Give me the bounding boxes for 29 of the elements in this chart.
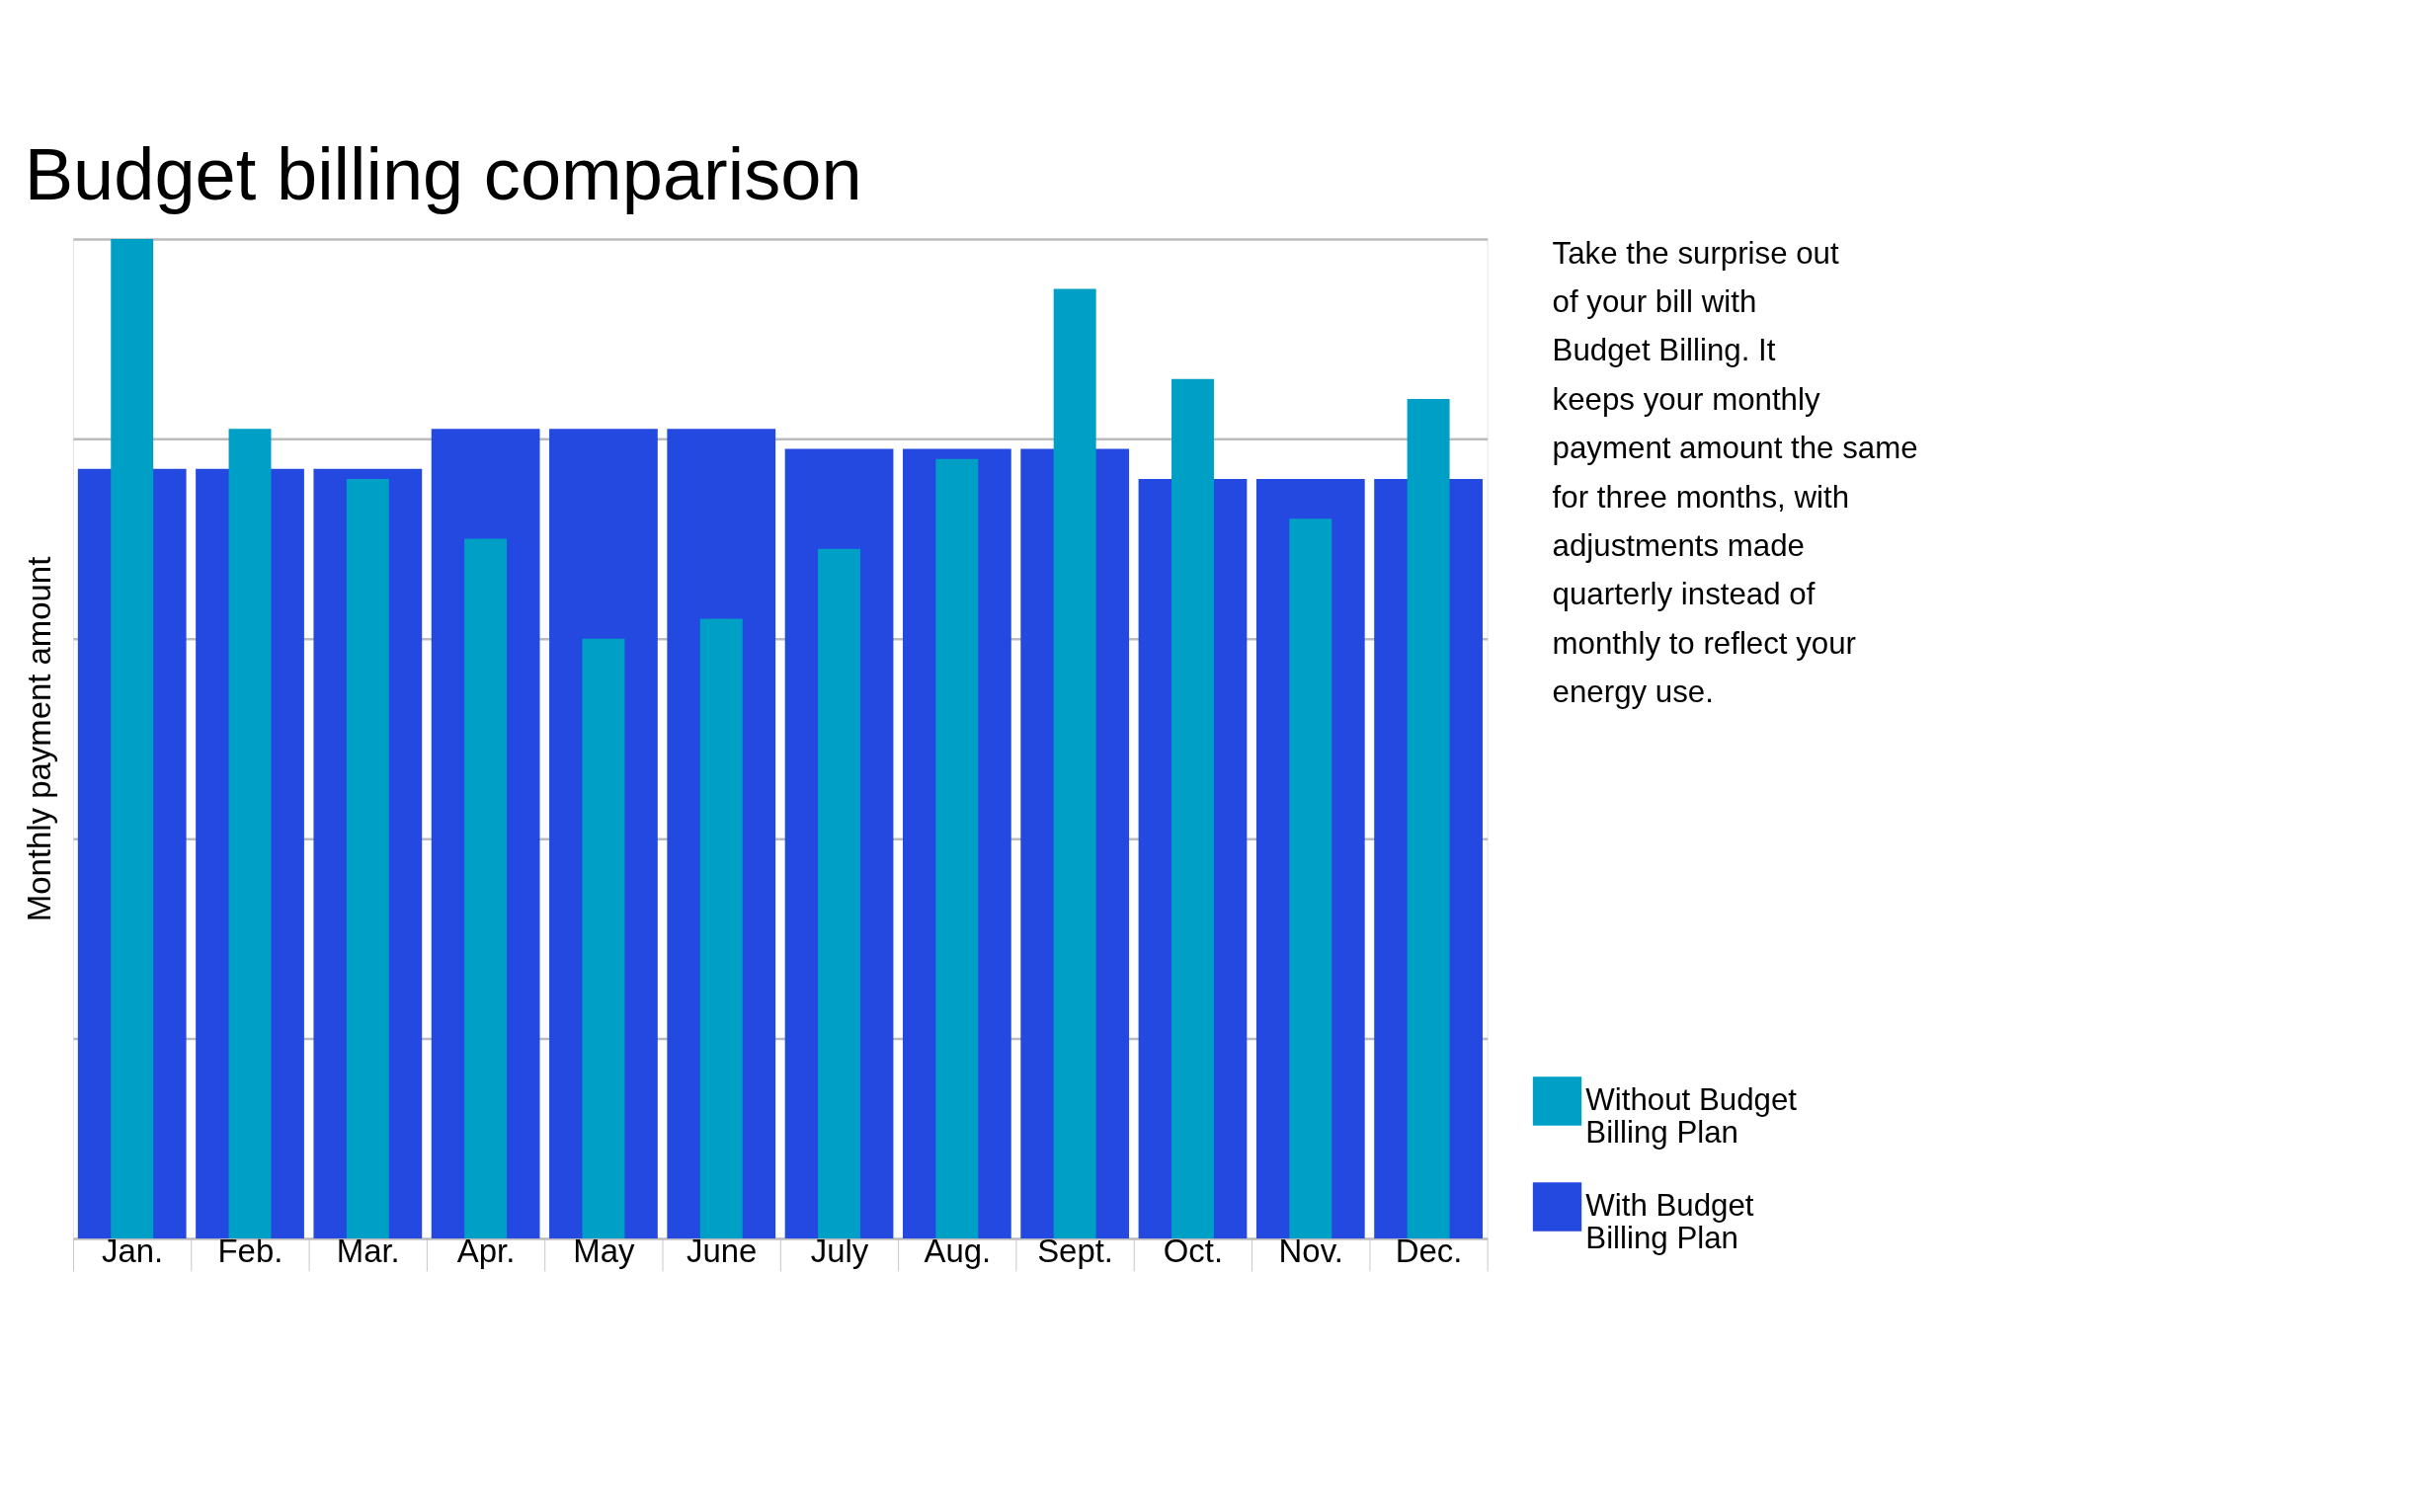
text: Take the surprise out of your bill with Budget Billing. It keeps your monthly payment amount the same for three months, with adjustments made quarterly instead of monthly to reflect your energy use.	[1552, 235, 1918, 709]
bar	[1053, 288, 1096, 1239]
bar	[1171, 378, 1214, 1239]
bar	[1289, 518, 1332, 1239]
bar	[346, 478, 389, 1239]
bar	[111, 238, 154, 1239]
bar	[699, 618, 743, 1239]
x-tick-label: Dec.	[1395, 1232, 1463, 1269]
x-tick-label: Aug.	[924, 1232, 992, 1269]
bar	[228, 429, 272, 1239]
x-tick-label: July	[810, 1232, 869, 1269]
y-axis-title: Monthly payment amount	[21, 556, 58, 922]
chart-title: Budget billing comparison	[24, 132, 862, 215]
x-tick-label: Nov.	[1278, 1232, 1343, 1269]
x-tick-label: Jan.	[102, 1232, 164, 1269]
x-tick-label: June	[686, 1232, 758, 1269]
bar	[818, 548, 861, 1239]
x-tick-label: Apr.	[456, 1232, 516, 1269]
bar	[935, 458, 979, 1239]
x-tick-label: May	[573, 1232, 635, 1269]
bar	[1407, 398, 1450, 1239]
legend-label: With Budget Billing Plan	[1585, 1188, 1754, 1255]
legend-label: Without Budget Billing Plan	[1585, 1082, 1798, 1150]
bar	[582, 638, 625, 1239]
x-tick-label: Mar.	[336, 1232, 400, 1269]
x-tick-label: Oct.	[1163, 1232, 1224, 1269]
x-tick-label: Feb.	[217, 1232, 283, 1269]
x-tick-label: Sept.	[1037, 1232, 1114, 1269]
bar	[464, 538, 508, 1239]
